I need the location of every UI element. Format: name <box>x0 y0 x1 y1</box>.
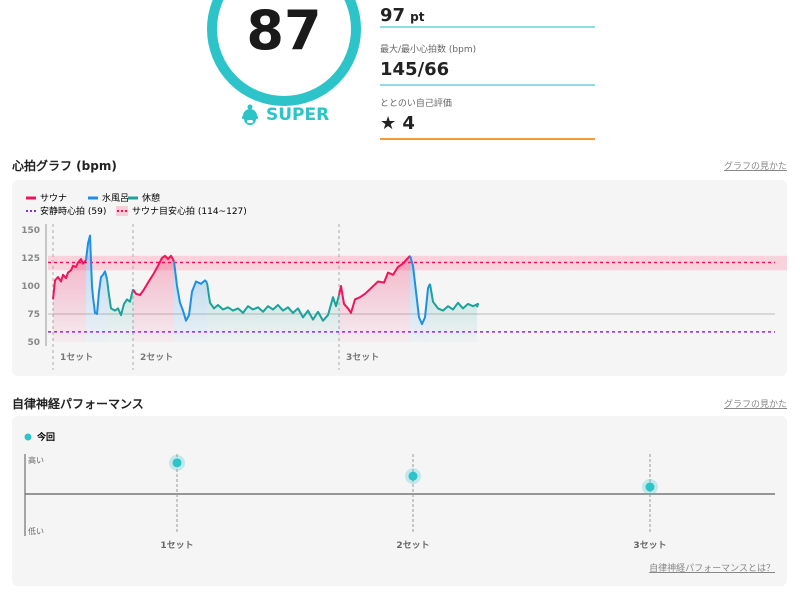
water-line <box>85 234 108 315</box>
legend-water: 水風呂 <box>102 192 129 204</box>
x-tick-label: 3セット <box>633 540 666 551</box>
heart-graph-help-link[interactable]: グラフの見かた <box>723 162 787 172</box>
maxmin-label: 最大/最小心拍数 (bpm) <box>380 45 477 55</box>
sauna-line <box>52 258 87 300</box>
points-value: 97 <box>380 5 406 26</box>
rating-stat: ととのい自己評価 ★ 4 <box>380 96 595 140</box>
sauna-area <box>339 255 410 342</box>
set-label: 2セット <box>140 352 173 363</box>
sauna-area <box>53 259 86 342</box>
y-tick-label: 150 <box>21 226 40 236</box>
water-line <box>409 255 431 326</box>
rest-line <box>429 283 479 312</box>
ans-chart: 今回 高い 低い 1セット 2セット 3セット <box>24 431 775 551</box>
legend-sauna: サウナ <box>40 193 67 204</box>
heart-graph-panel: サウナ 水風呂 休憩 安静時心拍 (59) サウナ目安心拍 (114~127) … <box>12 180 787 376</box>
rest-area <box>107 279 133 342</box>
y-label-high: 高い <box>28 455 44 465</box>
y-tick-label: 125 <box>21 254 40 264</box>
y-label-low: 低い <box>28 526 44 536</box>
rank-badge: SUPER <box>240 104 329 126</box>
rest-area <box>430 283 478 342</box>
set-label: 3セット <box>346 352 379 363</box>
star-icon: ★ <box>380 113 397 134</box>
rest-line <box>206 282 340 322</box>
points-unit: pt <box>410 10 425 24</box>
data-point <box>172 458 182 468</box>
points-stat: 97 pt <box>380 5 595 28</box>
target-range-band <box>48 255 787 271</box>
score-ring <box>207 0 361 106</box>
x-tick-label: 2セット <box>396 540 429 551</box>
water-area <box>174 261 207 342</box>
heart-graph-title: 心拍グラフ (bpm) <box>12 159 117 173</box>
sauna-line <box>132 254 175 296</box>
heart-rate-chart: サウナ 水風呂 休憩 安静時心拍 (59) サウナ目安心拍 (114~127) … <box>21 192 787 370</box>
y-tick-label: 100 <box>21 282 40 292</box>
rating-value: 4 <box>402 113 415 134</box>
ans-help-link[interactable]: グラフの見かた <box>723 400 787 410</box>
sauna-area <box>133 255 174 342</box>
rating-label: ととのい自己評価 <box>380 99 452 109</box>
ans-panel: 今回 高い 低い 1セット 2セット 3セット 自律神経パフォーマンスとは？ <box>12 416 787 586</box>
rest-area <box>207 282 339 342</box>
data-point <box>408 471 418 481</box>
y-tick-label: 75 <box>27 310 40 320</box>
y-tick-label: 50 <box>27 338 40 348</box>
ans-title: 自律神経パフォーマンス <box>12 397 144 411</box>
set-label: 1セット <box>60 352 93 363</box>
data-point <box>645 482 655 492</box>
total-score: 87 <box>246 0 322 62</box>
rank-label: SUPER <box>266 105 330 125</box>
legend-resting: 安静時心拍 (59) <box>40 205 106 217</box>
x-tick-label: 1セット <box>160 540 193 551</box>
legend-current: 今回 <box>36 431 55 443</box>
rest-line <box>106 279 134 317</box>
legend-dot <box>24 433 32 441</box>
chart-legend: サウナ 水風呂 休憩 安静時心拍 (59) サウナ目安心拍 (114~127) <box>26 192 247 217</box>
ans-about-link[interactable]: 自律神経パフォーマンスとは？ <box>649 564 775 574</box>
water-area <box>410 255 430 342</box>
sauna-line <box>338 255 411 314</box>
water-area <box>86 235 107 342</box>
sauna-hat-icon <box>242 104 258 125</box>
legend-rest: 休憩 <box>142 192 160 204</box>
maxmin-stat: 最大/最小心拍数 (bpm) 145/66 <box>380 42 595 86</box>
legend-target: サウナ目安心拍 (114~127) <box>132 205 247 217</box>
maxmin-value: 145/66 <box>380 59 450 80</box>
water-line <box>173 261 208 322</box>
